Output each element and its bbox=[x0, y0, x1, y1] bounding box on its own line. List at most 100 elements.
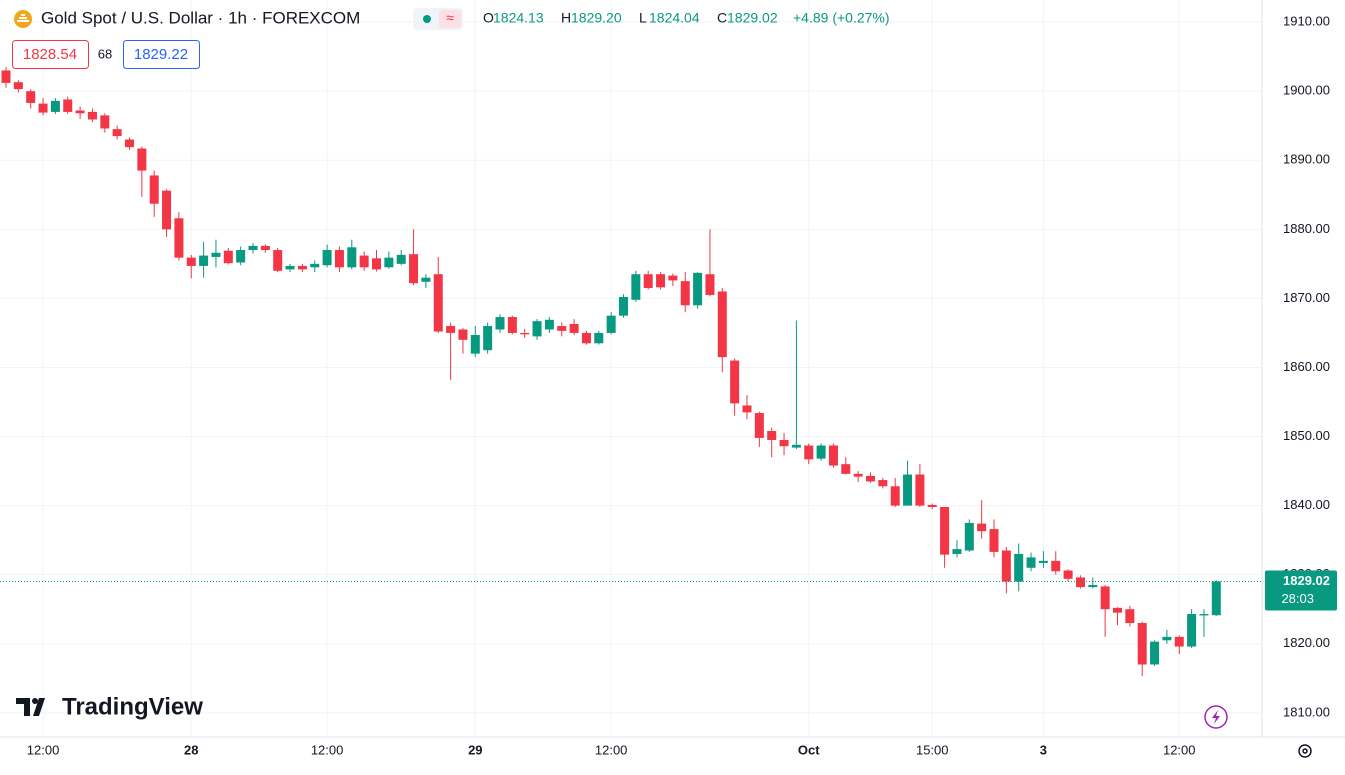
x-tick-label: 12:00 bbox=[1163, 742, 1196, 757]
candle-body bbox=[544, 319, 554, 330]
x-tick-label: 12:00 bbox=[311, 742, 344, 757]
candle-body bbox=[1051, 560, 1061, 572]
candle-body bbox=[1014, 553, 1024, 582]
y-tick-label: 1850.00 bbox=[1283, 428, 1330, 443]
candle-body bbox=[50, 100, 60, 112]
spread: 68 bbox=[98, 46, 112, 61]
candle-body bbox=[903, 474, 913, 506]
data-delay-icon: ≈ bbox=[446, 10, 454, 26]
candle-body bbox=[409, 254, 419, 284]
candle-body bbox=[668, 275, 678, 281]
x-tick-label: 15:00 bbox=[916, 742, 949, 757]
y-tick-label: 1900.00 bbox=[1283, 83, 1330, 98]
last-price-label: 1829.02 bbox=[1283, 573, 1330, 588]
candle-body bbox=[1113, 607, 1122, 613]
x-tick-label: 28 bbox=[184, 742, 198, 757]
grid bbox=[0, 0, 1262, 737]
candle-body bbox=[1174, 636, 1184, 647]
candle-body bbox=[693, 272, 703, 306]
candle-body bbox=[174, 218, 184, 258]
ohlc-value: 1824.13 bbox=[493, 10, 544, 26]
ohlc-key: O bbox=[483, 10, 494, 26]
candle-body bbox=[446, 326, 456, 333]
candle-body bbox=[1162, 636, 1172, 641]
y-tick-label: 1880.00 bbox=[1283, 221, 1330, 236]
candle-body bbox=[915, 474, 925, 506]
candle-body bbox=[1187, 614, 1197, 647]
candle-body bbox=[1038, 560, 1048, 563]
candle-body bbox=[13, 82, 23, 90]
candle-body bbox=[643, 274, 653, 289]
candle-body bbox=[334, 250, 344, 268]
candle-body bbox=[606, 315, 616, 333]
candle-body bbox=[717, 291, 727, 358]
change: +4.89 (+0.27%) bbox=[793, 10, 890, 26]
y-tick-label: 1860.00 bbox=[1283, 359, 1330, 374]
watermark-logo-dot bbox=[32, 698, 38, 704]
x-tick-label: 3 bbox=[1040, 742, 1047, 757]
y-tick-label: 1810.00 bbox=[1283, 704, 1330, 719]
candle-body bbox=[470, 335, 480, 354]
candle-body bbox=[989, 529, 999, 552]
settings-icon bbox=[1302, 748, 1308, 754]
candle-body bbox=[866, 475, 875, 482]
candle-body bbox=[1088, 585, 1098, 588]
settings-button[interactable] bbox=[1298, 744, 1312, 758]
candle-body bbox=[322, 250, 332, 266]
candle-body bbox=[458, 329, 468, 340]
candle-body bbox=[199, 255, 209, 266]
candle-body bbox=[890, 486, 900, 506]
candle-body bbox=[347, 247, 357, 268]
candle-body bbox=[1199, 614, 1209, 616]
candle-body bbox=[1100, 586, 1110, 610]
candle-body bbox=[260, 245, 270, 251]
candle-body bbox=[63, 99, 73, 112]
candle-body bbox=[38, 103, 48, 113]
candle-body bbox=[1137, 623, 1147, 665]
candle-body bbox=[297, 265, 307, 270]
candle-body bbox=[619, 297, 628, 316]
candle-body bbox=[273, 250, 283, 271]
candle-body bbox=[779, 439, 789, 447]
candle-body bbox=[841, 464, 851, 474]
chart-title: Gold Spot / U.S. Dollar · 1h · FOREXCOM bbox=[41, 8, 360, 27]
candle-body bbox=[791, 444, 801, 448]
data-delay-badge[interactable] bbox=[439, 10, 461, 28]
candle-body bbox=[421, 277, 431, 282]
candle-body bbox=[680, 281, 690, 306]
candles bbox=[1, 67, 1221, 677]
candle-body bbox=[631, 274, 641, 300]
candle-body bbox=[223, 250, 233, 264]
last-price-tag bbox=[1265, 570, 1337, 611]
y-tick-label: 1890.00 bbox=[1283, 152, 1330, 167]
ask-box[interactable] bbox=[123, 40, 200, 69]
candle-body bbox=[1150, 641, 1160, 665]
candle-body bbox=[75, 110, 85, 114]
x-tick-label: 12:00 bbox=[27, 742, 60, 757]
watermark-logo bbox=[16, 698, 45, 716]
candle-body bbox=[1125, 609, 1135, 624]
candle-body bbox=[594, 332, 604, 344]
candle-body bbox=[940, 506, 950, 555]
candle-body bbox=[236, 250, 246, 263]
lightning-icon bbox=[1212, 710, 1220, 724]
candle-body bbox=[359, 255, 369, 268]
candle-body bbox=[878, 480, 888, 487]
bid-box[interactable] bbox=[12, 40, 89, 69]
ohlc-value: 1824.04 bbox=[649, 10, 700, 26]
candle-body bbox=[285, 265, 295, 270]
candle-body bbox=[372, 258, 381, 270]
ohlc-key: H bbox=[561, 10, 571, 26]
candle-body bbox=[952, 549, 962, 554]
candle-body bbox=[742, 405, 752, 413]
candle-body bbox=[248, 245, 258, 251]
candle-body bbox=[927, 504, 937, 507]
candle-body bbox=[162, 190, 172, 230]
candle-body bbox=[1001, 550, 1011, 582]
candle-body bbox=[100, 115, 110, 129]
candle-body bbox=[1, 70, 11, 83]
candle-body bbox=[828, 445, 838, 466]
candle-body bbox=[112, 129, 122, 137]
candle-body bbox=[557, 326, 567, 331]
watermark: TradingView bbox=[62, 693, 203, 720]
